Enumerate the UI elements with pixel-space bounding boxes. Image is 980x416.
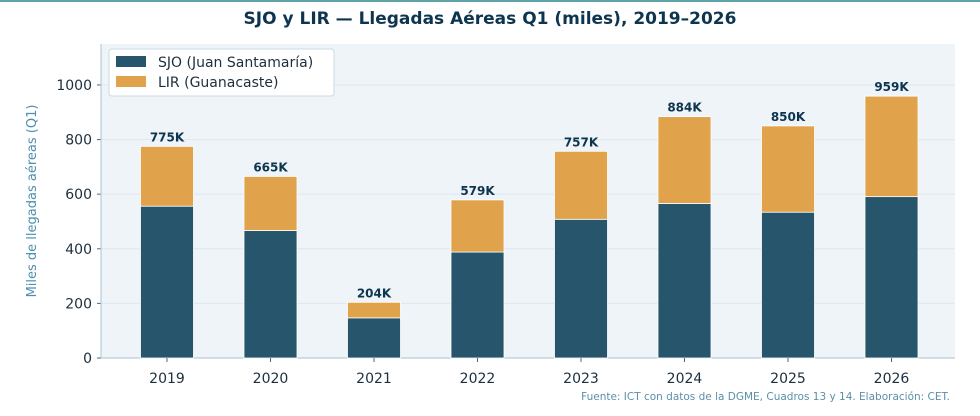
bar-lir-2024: [657, 116, 712, 204]
bar-sjo-2024: [657, 203, 712, 359]
total-label: 850K: [771, 110, 806, 124]
y-tick-label: 800: [65, 133, 92, 149]
legend: [108, 48, 335, 97]
bar-sjo-2023: [554, 218, 608, 359]
legend-label: SJO (Juan Santamaría): [158, 55, 313, 71]
bar-sjo-2025: [761, 211, 815, 359]
bar-sjo-2019: [140, 205, 194, 359]
x-tick-label: 2021: [356, 371, 392, 387]
total-label: 959K: [874, 80, 909, 94]
bar-lir-2026: [864, 95, 919, 198]
bar-lir-2020: [243, 176, 298, 231]
y-tick-label: 0: [83, 351, 92, 367]
y-tick-label: 1000: [56, 78, 92, 94]
chart-title: SJO y LIR — Llegadas Aéreas Q1 (miles), …: [243, 9, 737, 29]
x-tick-label: 2025: [770, 371, 806, 387]
total-label: 775K: [150, 130, 185, 144]
source-footer: Fuente: ICT con datos de la DGME, Cuadro…: [581, 391, 950, 403]
x-tick-label: 2020: [253, 371, 289, 387]
total-label: 884K: [667, 101, 702, 115]
legend-swatch: [116, 76, 146, 87]
legend-label: LIR (Guanacaste): [158, 75, 278, 91]
bar-sjo-2020: [243, 230, 298, 359]
y-tick-label: 400: [65, 242, 92, 258]
bar-lir-2023: [554, 150, 608, 220]
x-tick-label: 2024: [667, 371, 703, 387]
x-tick-label: 2022: [460, 371, 496, 387]
bar-lir-2025: [761, 125, 815, 213]
bar-lir-2022: [450, 199, 505, 253]
bar-sjo-2021: [347, 317, 401, 359]
y-axis-label: Miles de llegadas aéreas (Q1): [25, 105, 40, 298]
y-tick-label: 200: [65, 296, 92, 312]
x-tick-label: 2026: [874, 371, 910, 387]
total-label: 757K: [564, 135, 599, 149]
bar-lir-2019: [140, 145, 194, 207]
total-label: 665K: [253, 160, 288, 174]
x-tick-label: 2019: [149, 371, 185, 387]
total-label: 204K: [357, 286, 392, 300]
bar-sjo-2026: [864, 196, 919, 359]
x-tick-label: 2023: [563, 371, 599, 387]
top-accent-line: [0, 0, 980, 2]
legend-swatch: [116, 56, 146, 67]
y-tick-label: 600: [65, 187, 92, 203]
total-label: 579K: [460, 184, 495, 198]
bar-lir-2021: [347, 301, 401, 319]
bar-sjo-2022: [450, 251, 505, 359]
